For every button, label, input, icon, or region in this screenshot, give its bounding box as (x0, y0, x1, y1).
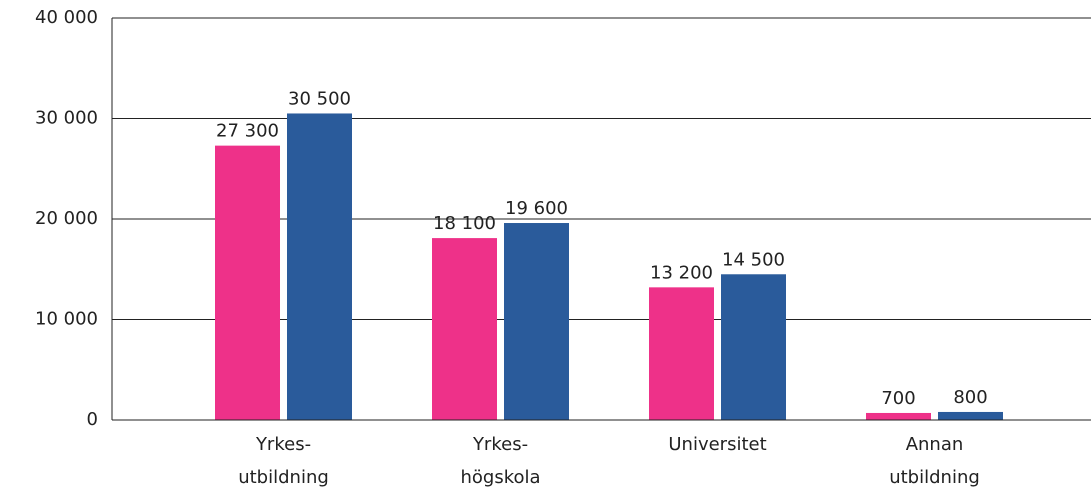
x-tick-label: utbildning (889, 467, 980, 488)
x-tick-label: högskola (460, 467, 540, 488)
bar (938, 411, 1003, 420)
y-tick-label: 10 000 (35, 309, 98, 330)
bar (721, 274, 786, 420)
y-tick-label: 30 000 (35, 108, 98, 129)
value-label: 27 300 (216, 121, 279, 142)
x-tick-label: Yrkes- (255, 434, 311, 455)
bar (649, 287, 714, 420)
y-tick-label: 40 000 (35, 7, 98, 28)
x-tick-label: utbildning (238, 467, 329, 488)
x-tick-label: Universitet (668, 434, 766, 455)
value-label: 18 100 (433, 213, 496, 234)
bar (432, 238, 497, 420)
bar (287, 113, 352, 420)
bar (504, 223, 569, 420)
y-tick-label: 0 (87, 409, 98, 430)
value-label: 13 200 (650, 262, 713, 283)
y-tick-label: 20 000 (35, 208, 98, 229)
value-label: 800 (953, 387, 987, 408)
bar (215, 145, 280, 420)
x-tick-label: Yrkes- (472, 434, 528, 455)
value-label: 30 500 (288, 88, 351, 109)
bar (866, 412, 931, 420)
value-label: 19 600 (505, 198, 568, 219)
value-label: 14 500 (722, 249, 785, 270)
x-tick-label: Annan (906, 434, 964, 455)
value-label: 700 (881, 388, 915, 409)
